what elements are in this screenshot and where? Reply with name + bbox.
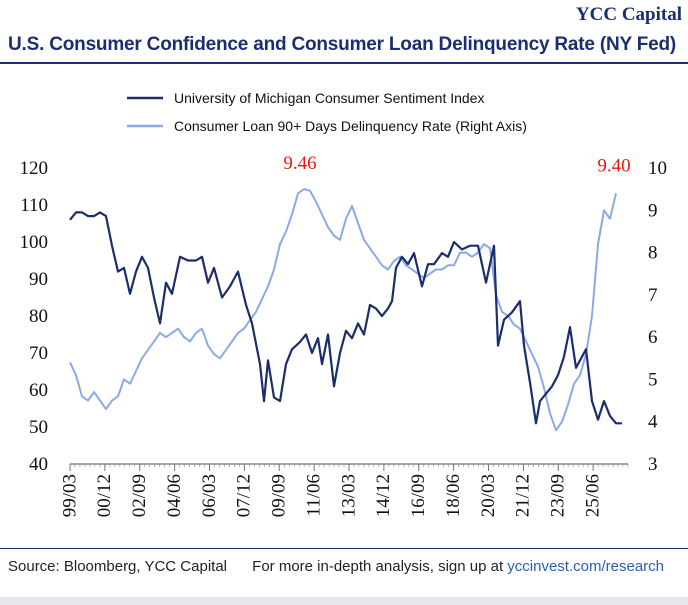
x-tick-label: 13/03: [338, 474, 359, 517]
axes: 99/03 00/12 02/09 04/06 06/03 07/12 09/09 11/06…: [20, 158, 668, 517]
bottom-strip: [0, 597, 688, 605]
y-left-tick-label: 60: [29, 380, 48, 401]
x-tick-label: 25/06: [582, 474, 603, 517]
legend: University of Michigan Consumer Sentimen…: [127, 90, 527, 134]
y-right-tick-label: 10: [648, 158, 667, 179]
y-left-tick-label: 40: [29, 454, 48, 475]
x-tick-label: 21/12: [513, 474, 534, 517]
x-tick-label: 02/09: [129, 474, 150, 517]
x-tick-label: 16/09: [408, 474, 429, 517]
chart-title: U.S. Consumer Confidence and Consumer Lo…: [8, 34, 677, 55]
x-tick-label: 18/06: [443, 474, 464, 517]
brand-logo: YCC Capital: [575, 4, 682, 25]
x-tick-label: 09/09: [269, 474, 290, 517]
footer-divider: [0, 548, 688, 549]
peak-annotation: 9.40: [597, 155, 630, 176]
y-left-tick-label: 100: [20, 232, 49, 253]
y-right-tick-label: 6: [648, 327, 658, 348]
peak-annotation: 9.46: [283, 153, 316, 174]
x-tick-label: 23/09: [548, 474, 569, 517]
y-left-tick-label: 70: [29, 343, 48, 364]
source-note: Source: Bloomberg, YCC Capital: [8, 558, 227, 575]
research-link[interactable]: yccinvest.com/research: [507, 558, 664, 575]
x-tick-label: 07/12: [234, 474, 255, 517]
y-right-tick-label: 5: [648, 369, 658, 390]
sentiment-index-line: [69, 211, 622, 425]
y-left-tick-label: 120: [20, 158, 49, 179]
annotations: 9.46 9.40: [283, 153, 630, 177]
x-tick-label: 00/12: [94, 474, 115, 517]
signup-text: For more in-depth analysis, sign up at: [252, 558, 508, 575]
y-right-tick-label: 4: [648, 412, 658, 433]
y-left-tick-label: 80: [29, 306, 48, 327]
signup-note: For more in-depth analysis, sign up at y…: [252, 558, 664, 575]
legend-label-sentiment: University of Michigan Consumer Sentimen…: [174, 90, 484, 106]
y-right-tick-label: 9: [648, 200, 658, 221]
x-tick-label: 14/12: [373, 474, 394, 517]
y-right-tick-label: 8: [648, 243, 658, 264]
delinquency-rate-line: [69, 188, 617, 432]
title-divider: [0, 62, 688, 64]
x-tick-label: 11/06: [303, 474, 324, 517]
line-chart: University of Michigan Consumer Sentimen…: [20, 90, 668, 517]
y-left-tick-label: 110: [20, 195, 48, 216]
x-tick-label: 20/03: [478, 474, 499, 517]
x-tick-label: 06/03: [199, 474, 220, 517]
y-left-tick-label: 50: [29, 417, 48, 438]
y-left-tick-label: 90: [29, 269, 48, 290]
x-tick-label: 99/03: [59, 474, 80, 517]
y-right-tick-label: 3: [648, 454, 658, 475]
x-tick-label: 04/06: [164, 474, 185, 517]
y-right-tick-label: 7: [648, 285, 658, 306]
legend-label-delinquency: Consumer Loan 90+ Days Delinquency Rate …: [174, 118, 527, 134]
series-lines: [69, 188, 622, 432]
